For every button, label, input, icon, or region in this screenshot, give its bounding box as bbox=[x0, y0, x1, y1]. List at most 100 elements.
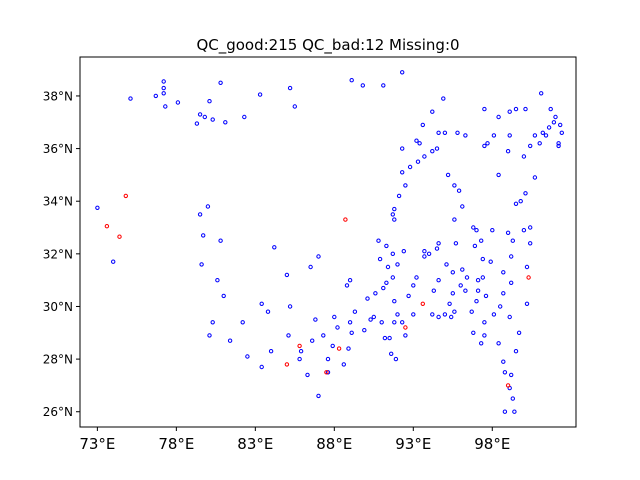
station-point-good bbox=[471, 330, 476, 335]
station-point-good bbox=[430, 149, 435, 154]
station-point-bad bbox=[343, 217, 348, 222]
station-point-good bbox=[510, 396, 515, 401]
station-point-good bbox=[480, 275, 485, 280]
station-point-good bbox=[344, 283, 350, 288]
station-point-good bbox=[482, 143, 487, 149]
station-point-good bbox=[382, 335, 388, 341]
station-point-good bbox=[482, 320, 487, 325]
station-point-good bbox=[444, 262, 449, 267]
station-point-good bbox=[153, 93, 159, 99]
station-point-good bbox=[449, 314, 454, 320]
y-tick-label: 36°N bbox=[43, 142, 73, 156]
station-point-good bbox=[491, 312, 497, 317]
station-point-good bbox=[436, 241, 441, 246]
y-tick-label: 32°N bbox=[43, 247, 73, 261]
station-point-good bbox=[422, 254, 427, 259]
station-point-good bbox=[463, 288, 468, 293]
station-point-good bbox=[349, 78, 354, 83]
station-point-bad bbox=[123, 193, 129, 199]
station-point-good bbox=[381, 83, 386, 88]
station-point-good bbox=[456, 188, 462, 193]
station-point-good bbox=[509, 280, 514, 285]
station-point-good bbox=[523, 191, 528, 196]
station-point-good bbox=[227, 338, 233, 343]
station-point-good bbox=[365, 296, 370, 301]
station-point-good bbox=[242, 114, 247, 120]
station-point-good bbox=[414, 275, 419, 280]
station-point-good bbox=[218, 238, 223, 243]
station-point-good bbox=[524, 264, 530, 270]
station-point-good bbox=[371, 314, 376, 320]
station-point-good bbox=[373, 291, 378, 296]
station-point-good bbox=[400, 70, 405, 75]
station-point-good bbox=[458, 283, 463, 288]
station-point-good bbox=[559, 130, 564, 136]
station-point-good bbox=[221, 293, 226, 299]
station-point-good bbox=[161, 91, 166, 96]
station-point-good bbox=[400, 146, 405, 151]
station-point-good bbox=[240, 320, 245, 325]
station-point-good bbox=[507, 314, 512, 320]
station-point-good bbox=[498, 304, 503, 309]
station-point-good bbox=[298, 349, 304, 354]
station-point-good bbox=[392, 320, 397, 325]
station-point-good bbox=[392, 206, 397, 212]
station-point-good bbox=[475, 288, 481, 293]
station-point-good bbox=[210, 320, 215, 325]
station-point-good bbox=[436, 130, 441, 136]
station-point-good bbox=[403, 183, 408, 188]
station-point-good bbox=[202, 114, 208, 120]
station-point-good bbox=[483, 293, 489, 299]
station-point-good bbox=[305, 372, 310, 378]
station-point-good bbox=[460, 267, 465, 272]
station-point-good bbox=[422, 249, 427, 254]
station-point-good bbox=[199, 262, 204, 267]
station-point-good bbox=[452, 217, 457, 222]
station-point-good bbox=[400, 320, 405, 325]
station-point-good bbox=[332, 314, 337, 320]
station-point-good bbox=[464, 275, 470, 280]
station-point-good bbox=[482, 106, 487, 112]
station-point-good bbox=[488, 259, 493, 264]
station-point-good bbox=[384, 280, 389, 285]
station-point-good bbox=[297, 356, 302, 362]
station-point-good bbox=[368, 317, 373, 322]
station-point-good bbox=[471, 225, 476, 230]
station-point-good bbox=[452, 183, 457, 188]
station-point-good bbox=[272, 245, 277, 250]
station-point-good bbox=[512, 409, 517, 414]
y-tick-label: 28°N bbox=[43, 353, 73, 367]
station-point-good bbox=[513, 349, 519, 354]
station-point-good bbox=[161, 79, 166, 84]
station-point-good bbox=[259, 364, 264, 370]
station-point-good bbox=[163, 104, 168, 109]
station-point-good bbox=[521, 154, 527, 159]
station-point-good bbox=[387, 335, 392, 341]
station-point-good bbox=[407, 164, 413, 170]
x-tick-label: 98°E bbox=[474, 435, 510, 453]
station-point-good bbox=[546, 125, 552, 130]
station-point-good bbox=[474, 228, 479, 233]
station-point-good bbox=[434, 146, 440, 151]
y-tick-label: 34°N bbox=[43, 195, 73, 209]
station-point-good bbox=[516, 330, 522, 335]
station-point-good bbox=[496, 172, 501, 178]
station-point-good bbox=[505, 149, 511, 154]
station-point-good bbox=[384, 243, 389, 249]
station-point-bad bbox=[284, 362, 290, 367]
station-point-good bbox=[403, 333, 408, 338]
station-point-good bbox=[551, 120, 557, 125]
station-point-bad bbox=[526, 275, 531, 280]
station-point-good bbox=[524, 301, 530, 306]
station-point-good bbox=[400, 170, 405, 175]
station-point-good bbox=[287, 304, 293, 309]
station-point-good bbox=[463, 133, 468, 138]
station-point-good bbox=[292, 104, 297, 109]
station-point-good bbox=[197, 212, 203, 217]
station-point-good bbox=[411, 312, 416, 317]
x-tick-label: 78°E bbox=[158, 435, 194, 453]
station-point-good bbox=[376, 238, 381, 243]
station-point-good bbox=[426, 251, 432, 257]
station-point-good bbox=[474, 299, 479, 304]
